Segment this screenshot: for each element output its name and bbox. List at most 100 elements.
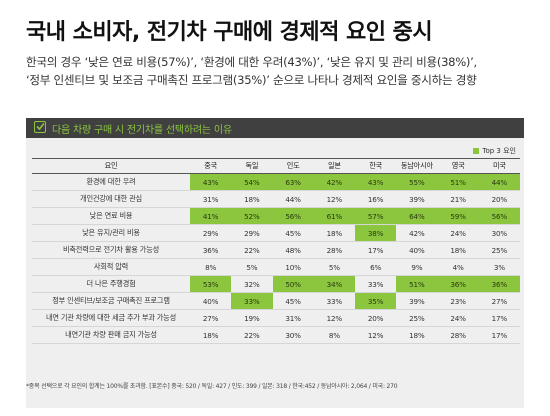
table-cell-top3: 36%: [478, 275, 520, 293]
table-cell: 25%: [478, 241, 520, 259]
column-header: 미국: [478, 158, 520, 174]
table-cell: 39%: [396, 292, 438, 310]
table-cell: 45%: [272, 292, 314, 310]
table-row: 비축전력으로 전기차 활용 가능성 36% 22% 48% 28% 17% 40% 18% 25…: [32, 241, 520, 259]
row-label: 개인건강에 대한 관심: [32, 190, 190, 208]
table-cell: 19%: [231, 309, 273, 327]
legend: Top 3 요인: [473, 146, 516, 156]
table-cell-top3: 64%: [396, 207, 438, 225]
table-cell-top3: 35%: [355, 292, 397, 310]
table-cell-top3: 56%: [272, 207, 314, 225]
row-label: 더 나은 주행경험: [32, 275, 190, 293]
checkbox-icon: [34, 121, 46, 133]
table-cell-top3: 44%: [478, 173, 520, 191]
table-row: 개인건강에 대한 관심 31% 18% 44% 12% 16% 39% 21% 20%: [32, 190, 520, 208]
table-cell: 44%: [272, 190, 314, 208]
table-cell: 30%: [478, 224, 520, 242]
data-table: 요인 중국 독일 인도 일본 한국 동남아시아 영국 미국 환경에 대한 우려 43% 54% 63%…: [32, 158, 520, 344]
row-label: 낮은 연료 비용: [32, 207, 190, 225]
table-cell: 3%: [478, 258, 520, 276]
table-row: 사회적 압력 8% 5% 10% 5% 6% 9% 4% 3%: [32, 258, 520, 276]
description-line-1: 한국의 경우 ‘낮은 연료 비용(57%)’, ‘환경에 대한 우려(43%)’…: [26, 55, 477, 69]
table-cell: 40%: [396, 241, 438, 259]
panel-title: 다음 차량 구매 시 전기차를 선택하려는 이유: [52, 125, 232, 136]
table-cell-top3: 41%: [190, 207, 232, 225]
table-row: 낮은 유지/관리 비용 29% 29% 45% 18% 38% 42% 24% 30%: [32, 224, 520, 242]
table-cell: 6%: [355, 258, 397, 276]
table-cell-top3: 38%: [355, 224, 397, 242]
table-cell: 22%: [231, 241, 273, 259]
table-cell: 27%: [478, 292, 520, 310]
table-cell: 28%: [437, 326, 479, 344]
table-cell: 20%: [355, 309, 397, 327]
table-cell: 8%: [190, 258, 232, 276]
description: 한국의 경우 ‘낮은 연료 비용(57%)’, ‘환경에 대한 우려(43%)’…: [26, 54, 477, 89]
table-cell-top3: 34%: [313, 275, 355, 293]
table-cell: 33%: [313, 292, 355, 310]
column-header-factor: 요인: [32, 158, 190, 174]
table-cell: 32%: [231, 275, 273, 293]
table-row: 낮은 연료 비용 41% 52% 56% 61% 57% 64% 59% 56%: [32, 207, 520, 225]
table-cell: 23%: [437, 292, 479, 310]
table-cell-top3: 52%: [231, 207, 273, 225]
column-header: 한국: [355, 158, 397, 174]
table-cell: 45%: [272, 224, 314, 242]
table-cell-top3: 59%: [437, 207, 479, 225]
table-cell: 17%: [355, 241, 397, 259]
table-row: 내연기관 차량 판매 금지 가능성 18% 22% 30% 8% 12% 18% 28% 17%: [32, 326, 520, 344]
table-cell-top3: 55%: [396, 173, 438, 191]
table-cell-top3: 51%: [437, 173, 479, 191]
table-cell: 24%: [437, 309, 479, 327]
column-header: 인도: [272, 158, 314, 174]
row-label: 환경에 대한 우려: [32, 173, 190, 191]
row-label: 내연 기관 차량에 대한 세금 추가 부과 가능성: [32, 309, 190, 327]
table-cell: 4%: [437, 258, 479, 276]
table-cell: 16%: [355, 190, 397, 208]
table-row: 더 나은 주행경험 53% 32% 50% 34% 33% 51% 36% 36%: [32, 275, 520, 293]
table-cell-top3: 54%: [231, 173, 273, 191]
table-cell: 29%: [190, 224, 232, 242]
table-cell-top3: 33%: [231, 292, 273, 310]
table-cell: 28%: [313, 241, 355, 259]
table-cell-top3: 63%: [272, 173, 314, 191]
row-label: 정부 인센티브/보조금 구매촉진 프로그램: [32, 292, 190, 310]
column-header: 중국: [190, 158, 232, 174]
table-header-row: 요인 중국 독일 인도 일본 한국 동남아시아 영국 미국: [32, 158, 520, 174]
table-cell: 10%: [272, 258, 314, 276]
table-cell: 29%: [231, 224, 273, 242]
table-cell: 40%: [190, 292, 232, 310]
table-row: 내연 기관 차량에 대한 세금 추가 부과 가능성 27% 19% 31% 12% 20%…: [32, 309, 520, 327]
table-cell: 5%: [313, 258, 355, 276]
chart-panel: 다음 차량 구매 시 전기차를 선택하려는 이유 Top 3 요인 요인 중국 독일…: [26, 118, 524, 408]
table-cell: 25%: [396, 309, 438, 327]
table-cell: 42%: [396, 224, 438, 242]
table-cell: 30%: [272, 326, 314, 344]
table-cell: 39%: [396, 190, 438, 208]
legend-label: Top 3 요인: [482, 147, 516, 155]
table-cell: 31%: [190, 190, 232, 208]
table-cell: 18%: [313, 224, 355, 242]
row-label: 내연기관 차량 판매 금지 가능성: [32, 326, 190, 344]
table-cell: 17%: [478, 309, 520, 327]
table-cell: 9%: [396, 258, 438, 276]
legend-swatch: [473, 148, 480, 154]
column-header: 일본: [313, 158, 355, 174]
table-cell: 21%: [437, 190, 479, 208]
table-cell-top3: 51%: [396, 275, 438, 293]
table-row: 환경에 대한 우려 43% 54% 63% 42% 43% 55% 51% 44%: [32, 173, 520, 191]
table-row: 정부 인센티브/보조금 구매촉진 프로그램 40% 33% 45% 33% 35% 39% 2…: [32, 292, 520, 310]
table-cell-top3: 57%: [355, 207, 397, 225]
table-cell: 33%: [355, 275, 397, 293]
table-cell: 31%: [272, 309, 314, 327]
table-cell-top3: 56%: [478, 207, 520, 225]
table-cell-top3: 43%: [190, 173, 232, 191]
table-cell: 48%: [272, 241, 314, 259]
column-header: 동남아시아: [396, 158, 438, 174]
table-cell: 17%: [478, 326, 520, 344]
row-label: 비축전력으로 전기차 활용 가능성: [32, 241, 190, 259]
table-cell-top3: 43%: [355, 173, 397, 191]
table-cell: 24%: [437, 224, 479, 242]
table-cell-top3: 53%: [190, 275, 232, 293]
table-cell: 18%: [437, 241, 479, 259]
column-header: 영국: [437, 158, 479, 174]
